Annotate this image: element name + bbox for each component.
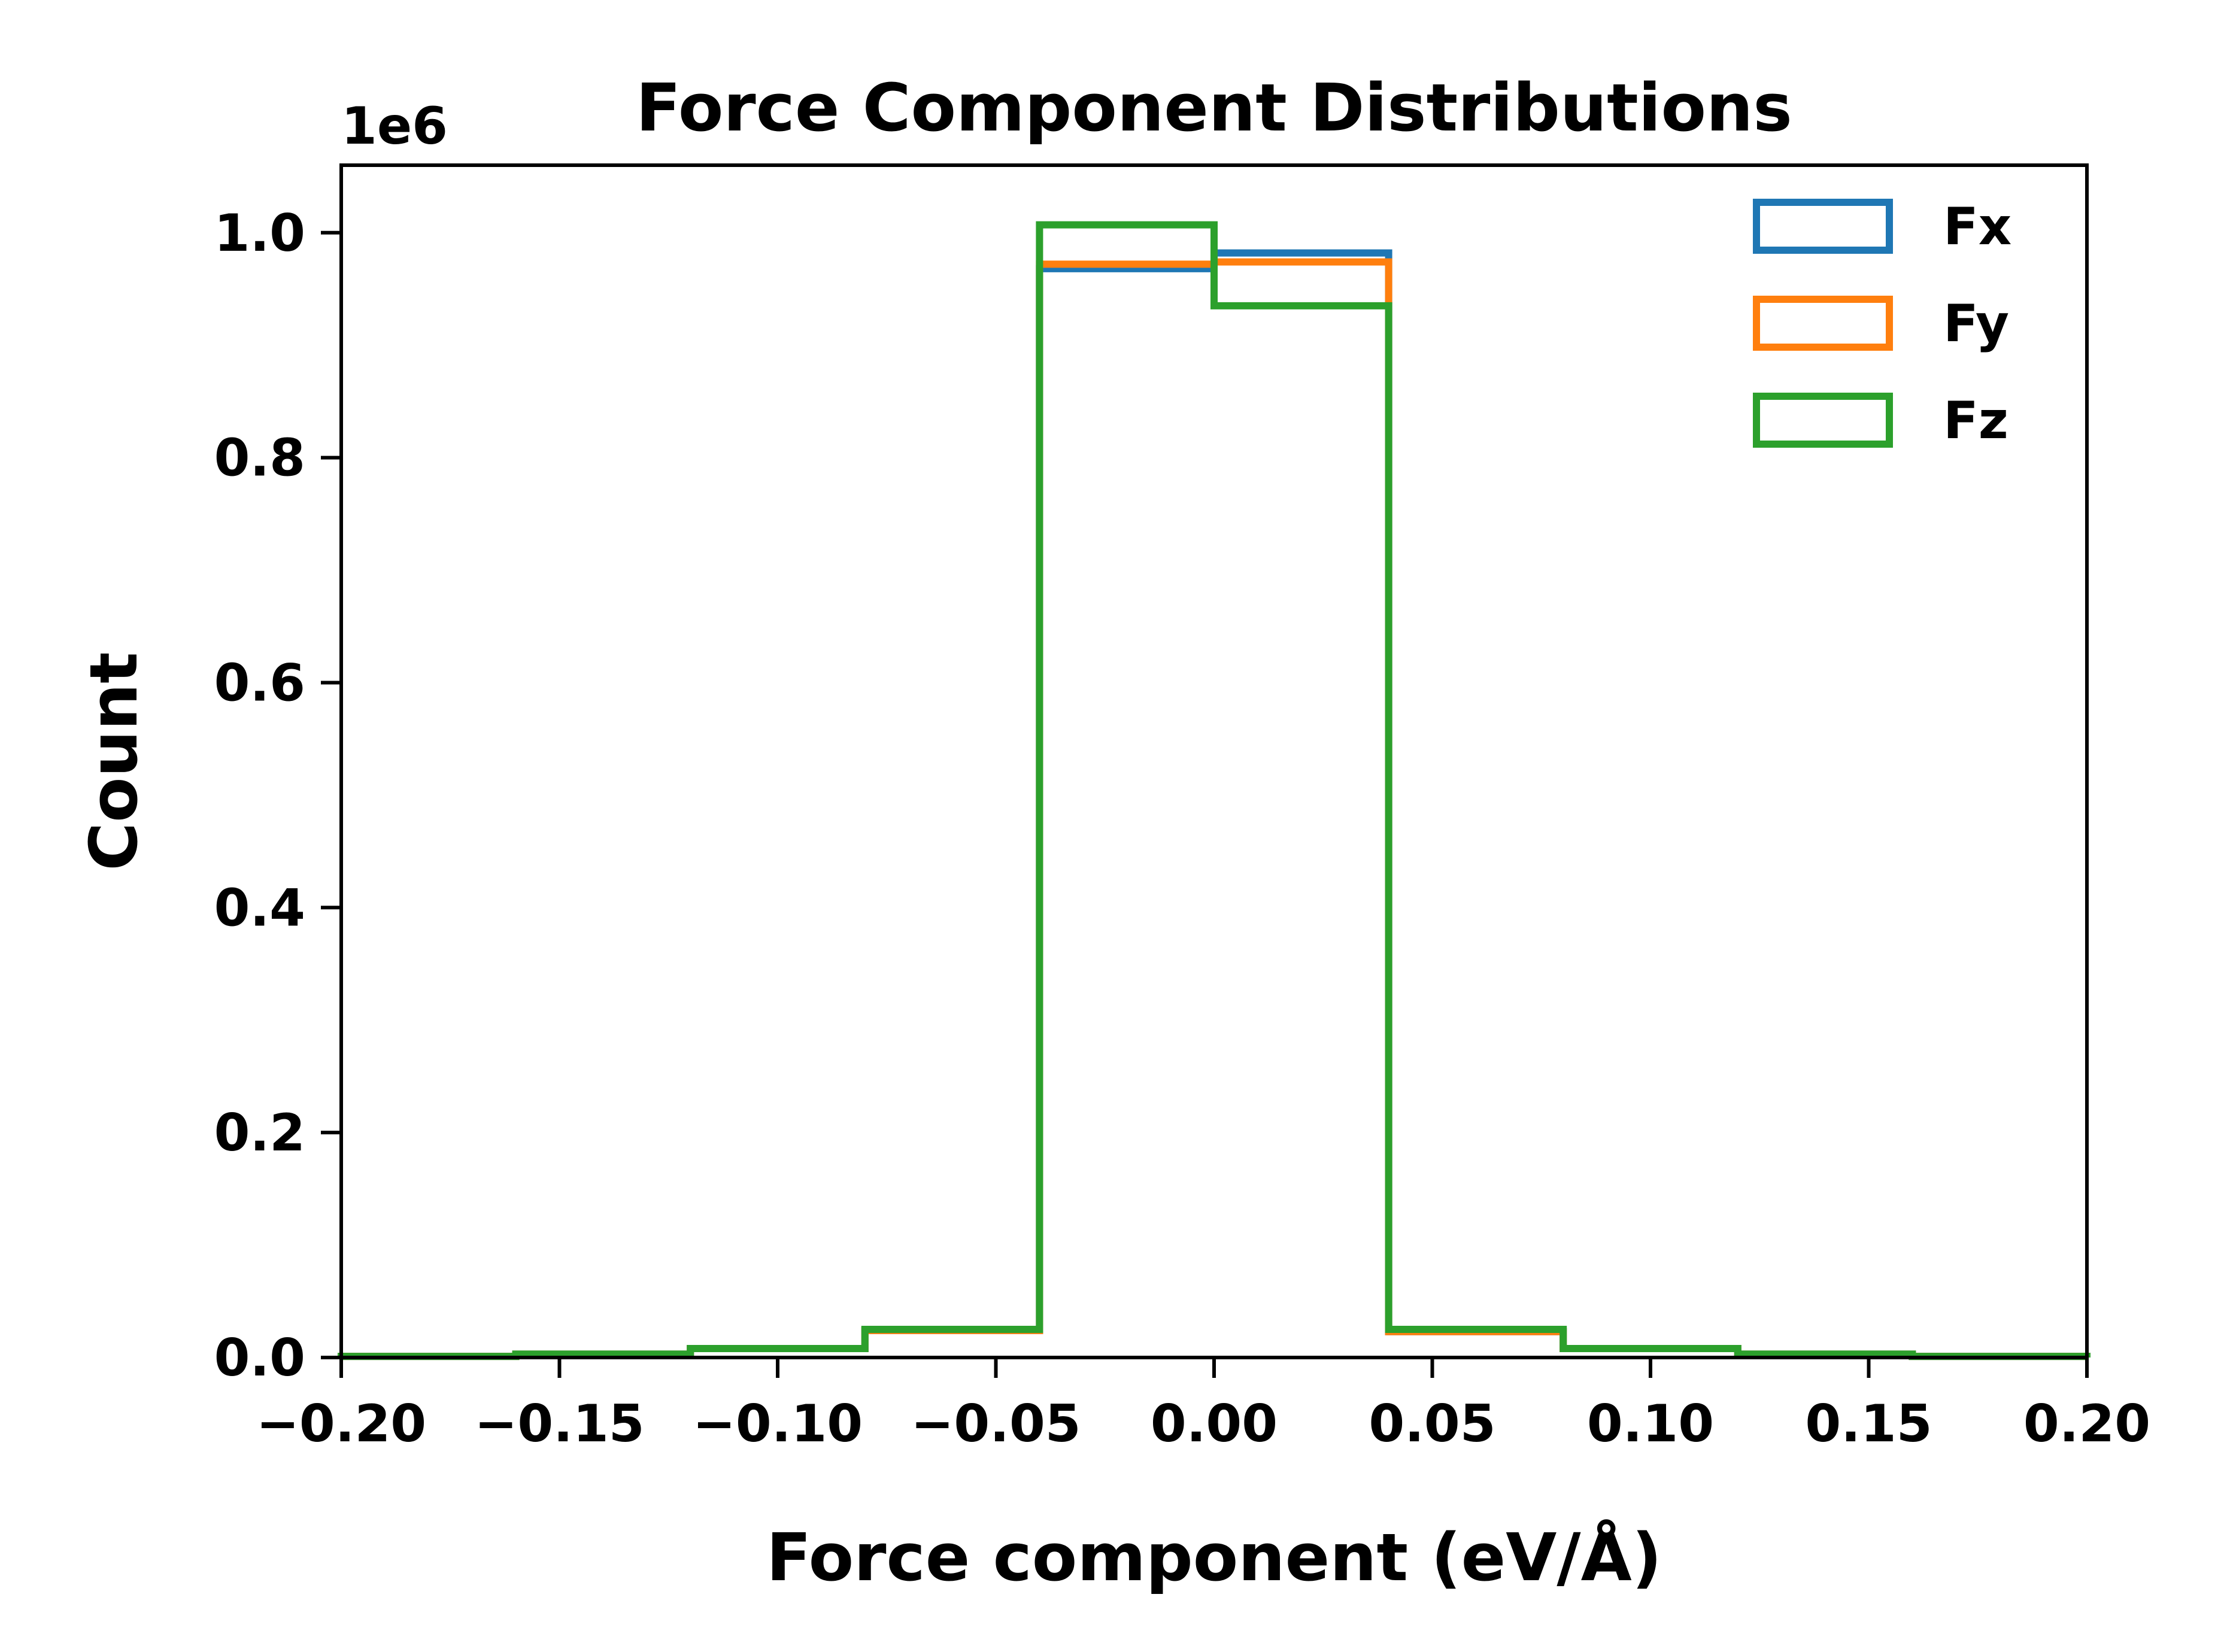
y-tick-label: 0.2 [214, 1103, 305, 1163]
x-axis-label: Force component (eV/Å) [766, 1519, 1662, 1596]
x-tick-label: 0.15 [1805, 1394, 1932, 1454]
legend-swatch-fz [1753, 393, 1893, 448]
legend-label-fx: Fx [1943, 197, 2011, 257]
series-fx-line [338, 249, 2091, 1361]
y-tick-label: 0.0 [214, 1328, 305, 1388]
y-axis-label: Count [75, 652, 152, 871]
legend-swatch-fy [1753, 296, 1893, 351]
y-tick-label: 1.0 [214, 204, 305, 263]
x-tick-label: −0.05 [911, 1394, 1081, 1454]
x-tick-label: −0.20 [256, 1394, 426, 1454]
y-tick-label: 0.6 [214, 653, 305, 713]
legend: Fx Fy Fz [1753, 197, 2011, 451]
series-fy-line [338, 258, 2091, 1361]
y-axis: 0.0 0.2 0.4 0.6 0.8 1.0 [214, 204, 341, 1388]
legend-swatch-fx [1753, 199, 1893, 254]
chart-title: Force Component Distributions [636, 69, 1792, 146]
x-axis: −0.20 −0.15 −0.10 −0.05 0.00 0.05 0.10 0.15 0.20 [256, 1358, 2150, 1454]
y-offset-label: 1e6 [341, 96, 448, 156]
x-tick-label: 0.00 [1151, 1394, 1278, 1454]
y-tick-label: 0.8 [214, 429, 305, 488]
x-tick-label: 0.05 [1369, 1394, 1495, 1454]
y-tick-label: 0.4 [214, 878, 305, 938]
series-layer [338, 221, 2091, 1361]
series-fz-line [338, 221, 2091, 1361]
x-tick-label: 0.20 [2023, 1394, 2150, 1454]
x-tick-label: −0.15 [474, 1394, 644, 1454]
x-tick-label: 0.10 [1587, 1394, 1714, 1454]
legend-label-fz: Fz [1943, 391, 2008, 451]
x-tick-label: −0.10 [693, 1394, 863, 1454]
legend-label-fy: Fy [1943, 294, 2009, 354]
